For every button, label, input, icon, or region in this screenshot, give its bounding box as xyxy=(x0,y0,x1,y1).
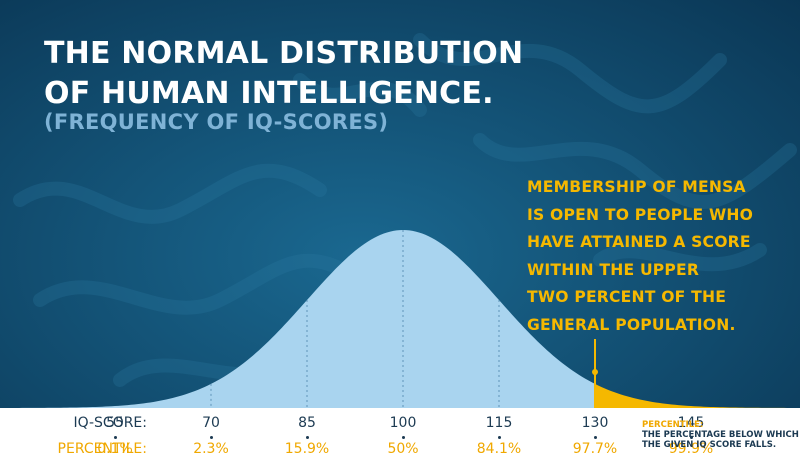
annotation-line: IS OPEN TO PEOPLE WHO xyxy=(527,205,754,224)
legend-key: PERCENTILE: xyxy=(642,420,704,430)
page-title: THE NORMAL DISTRIBUTION OF HUMAN INTELLI… xyxy=(44,34,523,114)
iq-score-row-label: IQ-SCORE: xyxy=(73,415,147,431)
mensa-annotation: MEMBERSHIP OF MENSA IS OPEN TO PEOPLE WH… xyxy=(527,174,797,339)
tick-dot xyxy=(402,436,405,439)
tick-dot xyxy=(114,436,117,439)
iq-tick-label: 145 xyxy=(677,415,705,431)
iq-tick-label: 100 xyxy=(389,415,417,431)
annotation-line: HAVE ATTAINED A SCORE xyxy=(527,233,751,251)
percentile-tick-label: 0.1% xyxy=(97,441,133,457)
title-line-1: THE NORMAL DISTRIBUTION xyxy=(44,36,524,71)
percentile-tick-label: 84.1% xyxy=(476,441,522,457)
annotation-line: TWO PERCENT OF THE xyxy=(527,288,727,306)
percentile-tick-label: 97.7% xyxy=(572,441,618,457)
iq-tick-label: 70 xyxy=(202,415,220,431)
tick-dot xyxy=(210,436,213,439)
annotation-line: WITHIN THE UPPER xyxy=(527,260,700,279)
title-line-2: OF HUMAN INTELLIGENCE. xyxy=(44,76,494,111)
tick-dot xyxy=(306,436,309,439)
axis-band xyxy=(0,408,800,466)
iq-tick-label: 85 xyxy=(298,415,316,431)
percentile-row-label: PERCENTILE: xyxy=(57,441,147,457)
annotation-line: GENERAL POPULATION. xyxy=(527,315,736,334)
percentile-tick-label: 15.9% xyxy=(284,441,330,457)
iq-tick-label: 55 xyxy=(106,415,124,431)
mensa-tail-area xyxy=(595,383,787,408)
legend-description: THE PERCENTAGE BELOW WHICH THE GIVEN IQ … xyxy=(642,430,799,450)
percentile-tick-label: 2.3% xyxy=(193,441,229,457)
percentile-tick-label: 99.9% xyxy=(668,441,714,457)
tick-dot xyxy=(594,436,597,439)
percentile-tick-label: 50% xyxy=(387,441,419,457)
percentile-legend-note: PERCENTILE: THE PERCENTAGE BELOW WHICH T… xyxy=(642,420,800,450)
iq-tick-label: 115 xyxy=(485,415,513,431)
tick-dot xyxy=(498,436,501,439)
tick-dot xyxy=(690,436,693,439)
iq-tick-label: 130 xyxy=(581,415,609,431)
chart-subtitle: (FREQUENCY OF IQ-SCORES) xyxy=(44,110,389,134)
annotation-line: MEMBERSHIP OF MENSA xyxy=(527,178,746,196)
bell-curve-area xyxy=(19,230,595,408)
annotation-pointer-dot xyxy=(592,369,598,375)
